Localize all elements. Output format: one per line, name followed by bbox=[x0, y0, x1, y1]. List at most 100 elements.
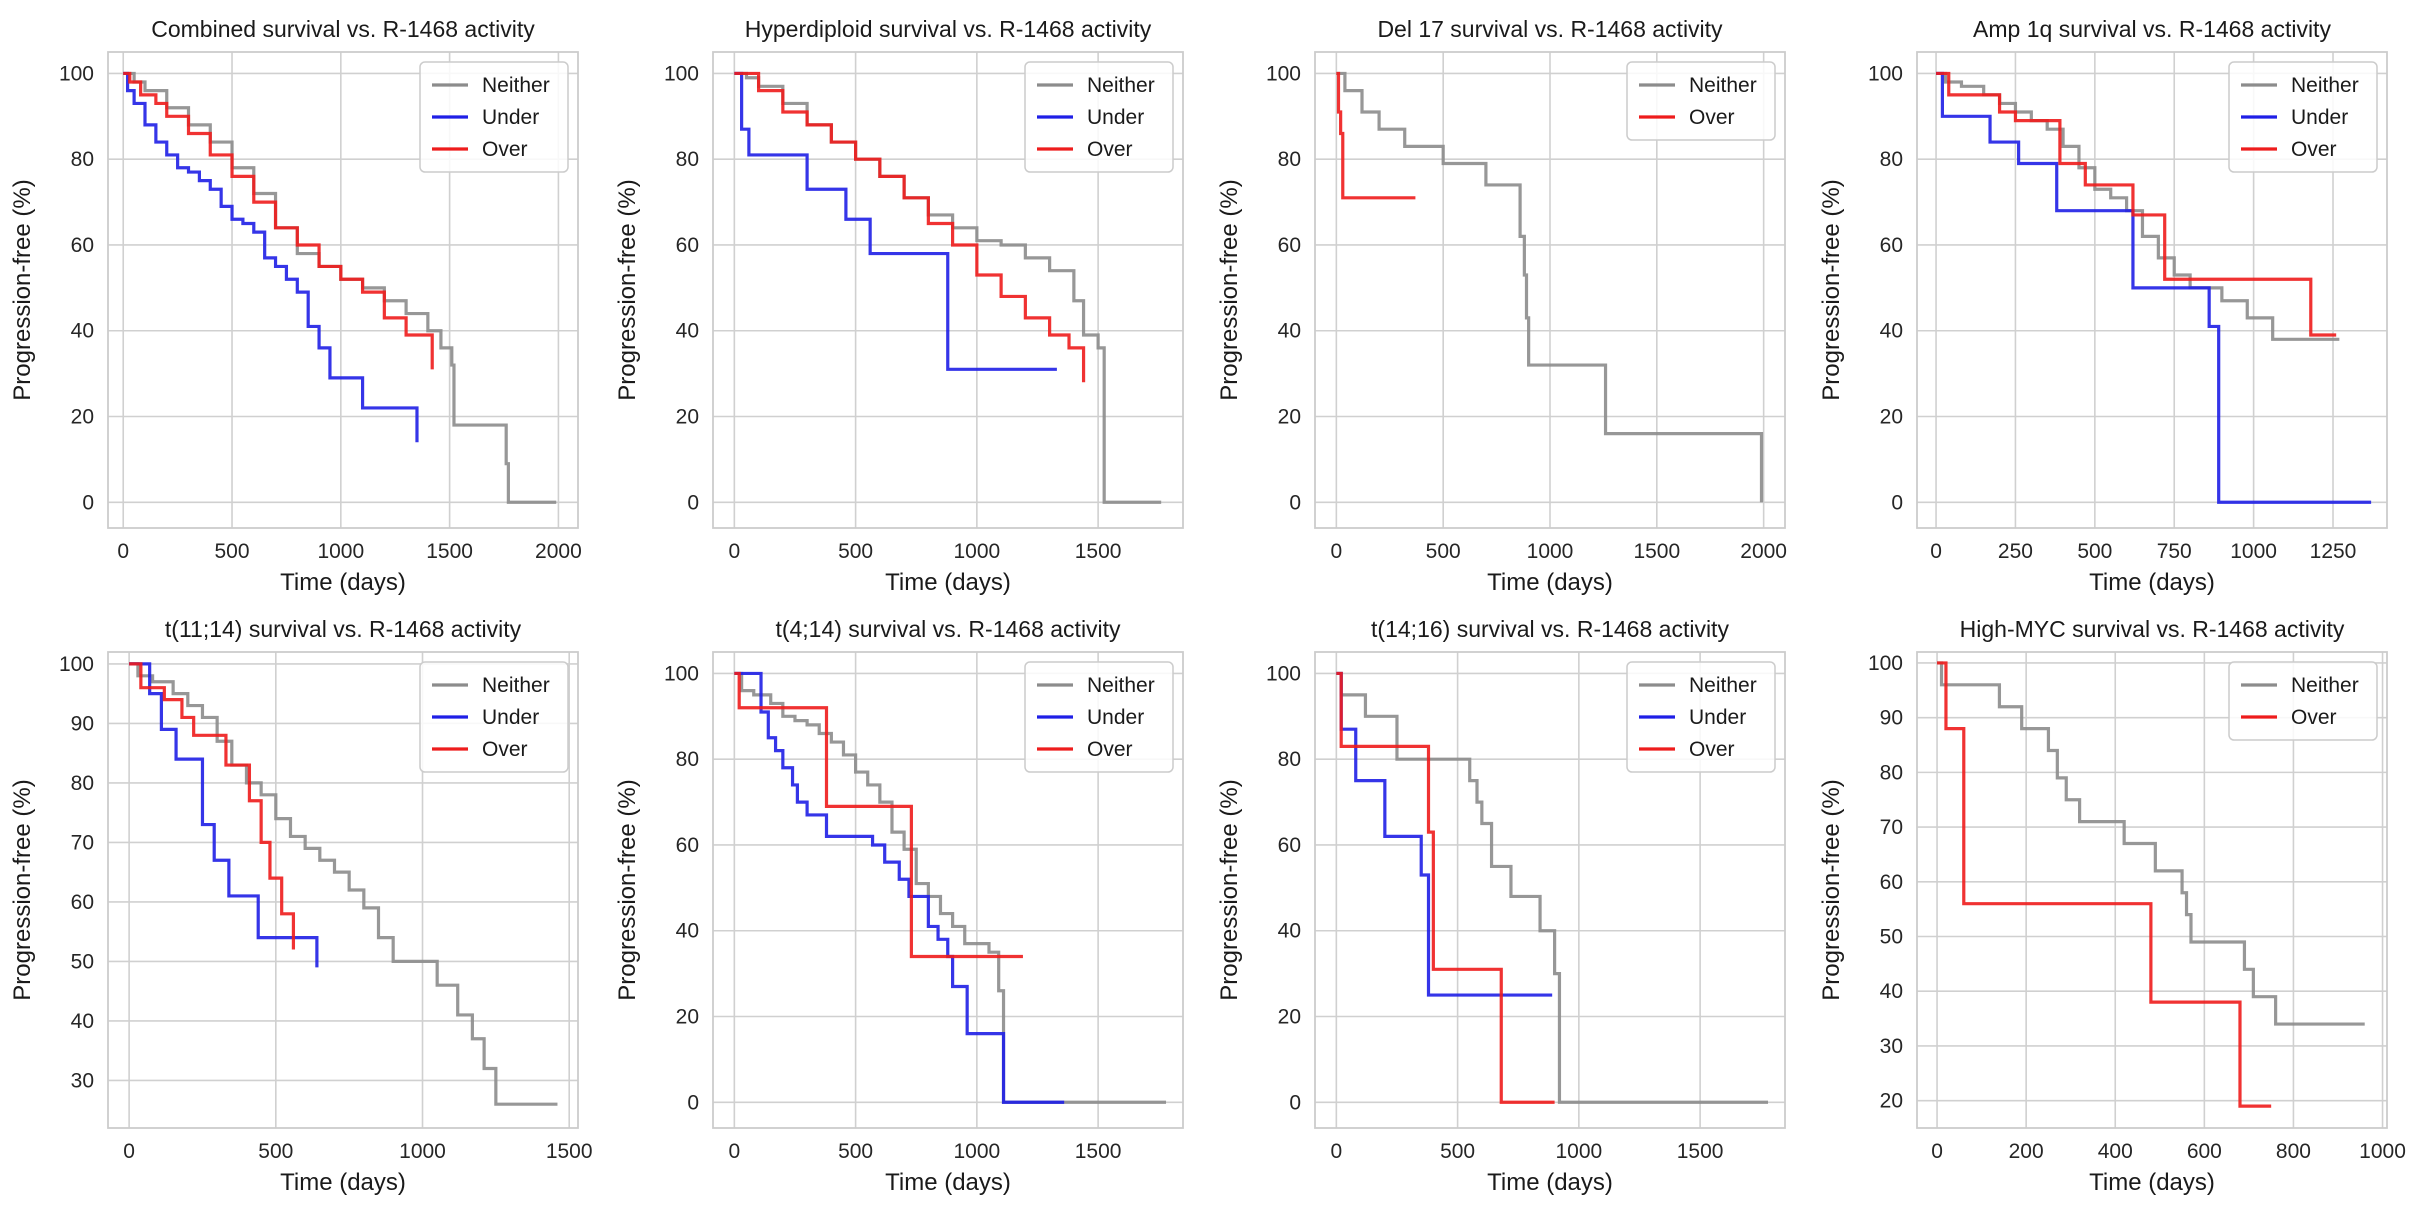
series-line-over bbox=[734, 71, 1086, 383]
x-tick-label: 0 bbox=[117, 540, 129, 563]
legend-label: Neither bbox=[1689, 674, 1757, 697]
y-tick-label: 80 bbox=[1880, 148, 1903, 171]
series-line-over bbox=[1336, 671, 1555, 1104]
y-tick-label: 40 bbox=[1278, 920, 1301, 943]
legend-label: Neither bbox=[1689, 74, 1757, 97]
x-tick-label: 500 bbox=[1440, 1140, 1475, 1163]
y-tick-label: 0 bbox=[82, 491, 94, 514]
legend-label: Under bbox=[482, 706, 539, 729]
plot-frame bbox=[712, 651, 1184, 1129]
y-tick-label: 100 bbox=[664, 662, 699, 685]
x-tick-label: 0 bbox=[1330, 1140, 1342, 1163]
x-tick-label: 1500 bbox=[1677, 1140, 1724, 1163]
x-tick-label: 0 bbox=[1331, 540, 1343, 563]
x-tick-label: 1500 bbox=[1075, 540, 1122, 563]
y-tick-label: 60 bbox=[676, 234, 699, 257]
x-tick-label: 2000 bbox=[535, 540, 582, 563]
y-tick-label: 20 bbox=[1880, 1090, 1903, 1113]
legend-label: Under bbox=[482, 106, 539, 129]
series-line-under bbox=[1336, 671, 1553, 997]
legend-label: Over bbox=[1689, 106, 1735, 129]
y-tick-label: 30 bbox=[71, 1069, 94, 1092]
x-tick-label: 500 bbox=[215, 540, 250, 563]
x-tick-label: 750 bbox=[2157, 540, 2192, 563]
y-tick-label: 40 bbox=[676, 320, 699, 343]
x-tick-label: 500 bbox=[2077, 540, 2112, 563]
series-line-over bbox=[129, 662, 296, 950]
y-tick-label: 80 bbox=[71, 772, 94, 795]
y-tick-label: 100 bbox=[59, 62, 94, 85]
x-tick-label: 200 bbox=[2009, 1140, 2044, 1163]
x-tick-label: 500 bbox=[838, 540, 873, 563]
y-tick-label: 20 bbox=[676, 406, 699, 429]
chart-title: Del 17 survival vs. R-1468 activity bbox=[1377, 16, 1723, 42]
y-tick-label: 40 bbox=[71, 1010, 94, 1033]
legend-label: Over bbox=[482, 738, 528, 761]
y-axis-label: Progression-free (%) bbox=[614, 179, 641, 400]
plot-frame bbox=[1916, 51, 2388, 529]
legend-box bbox=[1626, 61, 1776, 141]
x-tick-label: 1000 bbox=[954, 540, 1001, 563]
legend-box bbox=[1626, 661, 1776, 773]
series-line-over bbox=[123, 71, 434, 370]
y-tick-label: 20 bbox=[1880, 406, 1903, 429]
x-axis-label: Time (days) bbox=[1487, 1169, 1613, 1196]
series-line-neither bbox=[1336, 671, 1769, 1104]
legend-box bbox=[2228, 661, 2378, 741]
legend: Neither Under Over bbox=[1024, 61, 1174, 173]
legend-label: Over bbox=[1689, 738, 1735, 761]
y-tick-label: 80 bbox=[676, 148, 699, 171]
series-line-under bbox=[734, 71, 1057, 371]
x-tick-label: 0 bbox=[123, 1140, 135, 1163]
y-tick-label: 60 bbox=[71, 891, 94, 914]
y-tick-label: 100 bbox=[664, 62, 699, 85]
y-tick-label: 20 bbox=[71, 406, 94, 429]
legend: Neither Under Over bbox=[2228, 61, 2378, 173]
chart-title: t(14;16) survival vs. R-1468 activity bbox=[1371, 616, 1729, 642]
chart-title: t(4;14) survival vs. R-1468 activity bbox=[775, 616, 1121, 642]
y-axis-label: Progression-free (%) bbox=[1216, 179, 1243, 400]
x-tick-label: 800 bbox=[2276, 1140, 2311, 1163]
series-line-under bbox=[734, 671, 1065, 1104]
x-axis-label: Time (days) bbox=[885, 1169, 1011, 1196]
x-tick-label: 0 bbox=[1931, 1140, 1943, 1163]
plot-frame bbox=[1916, 651, 2388, 1129]
legend-box bbox=[1024, 61, 1174, 173]
legend-box bbox=[419, 61, 569, 173]
series-line-under bbox=[129, 662, 319, 968]
chart-title: t(11;14) survival vs. R-1468 activity bbox=[165, 616, 522, 642]
x-tick-label: 500 bbox=[258, 1140, 293, 1163]
x-tick-label: 2000 bbox=[1740, 540, 1787, 563]
chart-title: Hyperdiploid survival vs. R-1468 activit… bbox=[745, 16, 1152, 42]
plot-frame bbox=[1314, 51, 1786, 529]
legend-box bbox=[419, 661, 569, 773]
y-tick-label: 50 bbox=[71, 950, 94, 973]
y-tick-label: 80 bbox=[1880, 761, 1903, 784]
chart-title: High-MYC survival vs. R-1468 activity bbox=[1960, 616, 2345, 642]
y-tick-label: 80 bbox=[1278, 148, 1301, 171]
x-tick-label: 1000 bbox=[1556, 1140, 1603, 1163]
legend: Neither Over bbox=[1626, 61, 1776, 141]
x-tick-label: 1000 bbox=[2230, 540, 2277, 563]
legend-label: Over bbox=[482, 138, 528, 161]
x-tick-label: 0 bbox=[728, 540, 740, 563]
y-axis-label: Progression-free (%) bbox=[1818, 179, 1845, 400]
x-axis-label: Time (days) bbox=[280, 1169, 406, 1196]
y-tick-label: 40 bbox=[1278, 320, 1301, 343]
legend: Neither Under Over bbox=[419, 61, 569, 173]
y-axis-label: Progression-free (%) bbox=[1818, 779, 1845, 1000]
legend-label: Under bbox=[1689, 706, 1746, 729]
series-line-neither bbox=[1937, 661, 2365, 1026]
x-tick-label: 0 bbox=[1930, 540, 1942, 563]
y-tick-label: 20 bbox=[676, 1006, 699, 1029]
y-tick-label: 60 bbox=[1880, 234, 1903, 257]
y-axis-label: Progression-free (%) bbox=[9, 179, 36, 400]
series-line-over bbox=[1936, 71, 2337, 337]
x-tick-label: 1000 bbox=[1527, 540, 1574, 563]
legend-label: Over bbox=[2291, 706, 2337, 729]
x-tick-label: 1500 bbox=[1075, 1140, 1122, 1163]
y-tick-label: 60 bbox=[1278, 834, 1301, 857]
chart-title: Amp 1q survival vs. R-1468 activity bbox=[1973, 16, 2331, 42]
